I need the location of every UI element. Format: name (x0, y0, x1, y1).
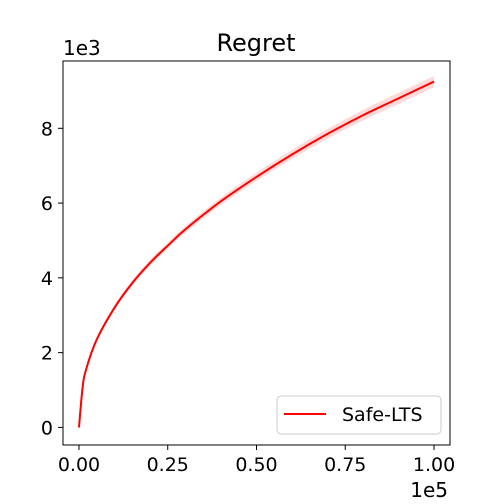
y-tick-label: 8 (41, 118, 53, 140)
series-line-layer (77, 80, 435, 428)
y-tick-label: 0 (41, 417, 53, 439)
y-tick-label: 4 (41, 268, 53, 290)
x-axis-multiplier: 1e5 (410, 478, 448, 500)
x-tick-label: 0.75 (324, 454, 366, 476)
x-tick-label: 1.00 (413, 454, 455, 476)
x-tick-label: 0.00 (58, 454, 100, 476)
y-axis-ticks: 0 2 4 6 8 (41, 118, 63, 439)
y-tick-label: 2 (41, 343, 53, 365)
legend: Safe-LTS (276, 395, 442, 435)
legend-box (276, 395, 442, 435)
y-tick-label: 6 (41, 193, 53, 215)
series-line-safe-lts (77, 80, 435, 428)
plot-frame (62, 60, 451, 446)
x-tick-label: 0.50 (235, 454, 277, 476)
legend-label-safe-lts: Safe-LTS (342, 404, 423, 426)
confidence-band-safe-lts (78, 75, 435, 428)
confidence-band-layer (78, 75, 435, 428)
y-axis-multiplier: 1e3 (63, 36, 101, 60)
x-axis-ticks: 0.00 0.25 0.50 0.75 1.00 (58, 445, 455, 476)
chart-title: Regret (216, 29, 295, 57)
x-tick-label: 0.25 (147, 454, 189, 476)
